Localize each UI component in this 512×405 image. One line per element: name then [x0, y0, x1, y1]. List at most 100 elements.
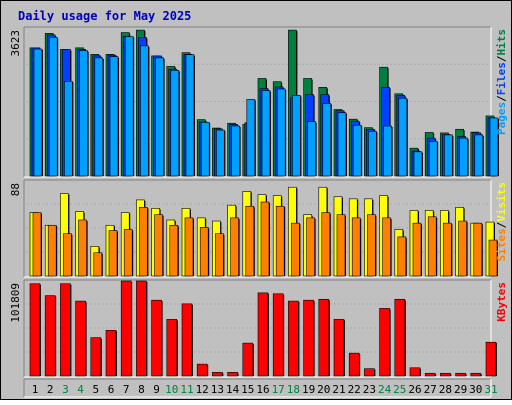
legend-separator: /	[495, 55, 508, 62]
bar-kbytes-day-9	[151, 299, 162, 377]
x-tick-label-day-29: 29	[454, 383, 467, 396]
x-tick-label-day-5: 5	[92, 383, 99, 396]
bar-kbytes-day-29	[455, 372, 466, 377]
bar-pages-day-8	[140, 45, 149, 177]
y-max-label-panel-2: 88	[9, 183, 22, 196]
legend-separator: /	[495, 95, 508, 102]
x-tick-label-day-11: 11	[180, 383, 193, 396]
bar-sites-day-6	[108, 230, 118, 277]
x-tick-label-day-1: 1	[32, 383, 39, 396]
x-tick-label-day-2: 2	[47, 383, 54, 396]
bar-kbytes-day-30	[470, 372, 482, 377]
bar-pages-day-20	[322, 103, 332, 177]
bar-pages-day-23	[368, 130, 377, 177]
bar-sites-day-15	[245, 205, 255, 277]
bar-sites-day-28	[443, 222, 452, 277]
bar-sites-day-5	[93, 252, 103, 277]
bar-sites-day-31	[488, 239, 498, 277]
axis-labels: 362388101809Pages/Files/HitsSites/Visits…	[9, 29, 508, 396]
y-max-label-panel-1: 3623	[9, 30, 22, 57]
bar-pages-day-6	[109, 56, 119, 177]
bar-kbytes-day-10	[166, 319, 178, 377]
x-tick-label-day-18: 18	[287, 383, 300, 396]
bar-pages-day-1	[33, 48, 43, 177]
legend-panel-1: Pages/Files/Hits	[495, 29, 508, 135]
x-tick-label-day-6: 6	[108, 383, 115, 396]
bar-pages-day-15	[246, 99, 256, 177]
bar-kbytes-day-7	[120, 280, 132, 377]
bar-kbytes-day-25	[394, 298, 406, 377]
bar-pages-day-19	[307, 121, 316, 177]
bar-sites-day-21	[336, 214, 346, 277]
bar-pages-day-24	[383, 125, 392, 177]
bar-kbytes-day-19	[303, 299, 314, 377]
x-tick-label-day-19: 19	[302, 383, 315, 396]
legend-entry-hits: Hits	[495, 29, 508, 56]
legend-entry-pages: Pages	[495, 102, 508, 135]
x-tick-label-day-4: 4	[77, 383, 84, 396]
bar-sites-day-7	[123, 229, 133, 277]
y-max-label-panel-3: 101809	[9, 283, 22, 323]
x-tick-label-day-7: 7	[123, 383, 130, 396]
bar-kbytes-day-28	[440, 372, 451, 377]
x-tick-label-day-16: 16	[256, 383, 269, 396]
x-tick-label-day-10: 10	[165, 383, 178, 396]
bar-pages-day-4	[79, 50, 88, 177]
bar-kbytes-day-23	[364, 368, 375, 377]
bar-pages-day-27	[428, 141, 438, 177]
bar-sites-day-11	[184, 217, 194, 277]
x-tick-label-day-30: 30	[469, 383, 482, 396]
bar-sites-day-18	[291, 222, 300, 277]
x-tick-label-day-12: 12	[196, 383, 209, 396]
bar-sites-day-24	[382, 217, 391, 277]
x-tick-label-day-23: 23	[363, 383, 376, 396]
bar-kbytes-day-8	[136, 280, 147, 377]
bar-sites-day-30	[473, 222, 483, 277]
bar-pages-day-9	[155, 57, 164, 177]
bar-sites-day-16	[260, 201, 270, 277]
bar-pages-day-17	[276, 88, 286, 177]
legend-entry-kbytes: KBytes	[495, 282, 508, 322]
bar-kbytes-day-27	[424, 372, 436, 377]
bar-sites-day-29	[458, 220, 467, 277]
bar-pages-day-25	[398, 97, 408, 177]
bar-sites-day-8	[139, 207, 148, 277]
bar-sites-day-12	[199, 227, 209, 277]
x-tick-label-day-28: 28	[439, 383, 452, 396]
bar-kbytes-day-22	[348, 352, 360, 377]
bar-kbytes-day-15	[242, 342, 254, 377]
bar-pages-day-31	[489, 117, 499, 177]
bar-sites-day-26	[412, 222, 422, 277]
x-tick-label-day-22: 22	[348, 383, 361, 396]
bar-sites-day-9	[154, 214, 163, 277]
legend-entry-sites: Sites	[495, 228, 508, 261]
bar-pages-day-12	[200, 122, 210, 177]
bar-kbytes-day-20	[318, 298, 330, 377]
bar-sites-day-2	[47, 224, 57, 277]
bar-kbytes-day-3	[60, 283, 71, 377]
bar-kbytes-day-2	[44, 295, 56, 377]
x-tick-label-day-31: 31	[484, 383, 497, 396]
x-tick-label-day-21: 21	[332, 383, 345, 396]
bar-kbytes-day-16	[257, 292, 269, 377]
bar-sites-day-17	[275, 205, 285, 277]
bar-pages-day-21	[337, 112, 347, 177]
bar-pages-day-10	[170, 70, 180, 177]
bar-pages-day-2	[48, 37, 58, 177]
bar-kbytes-day-18	[288, 300, 299, 377]
bar-pages-day-7	[124, 36, 134, 177]
bar-sites-day-14	[230, 217, 239, 277]
x-tick-label-day-27: 27	[424, 383, 437, 396]
bar-kbytes-day-6	[105, 330, 117, 377]
x-tick-label-day-24: 24	[378, 383, 392, 396]
bar-pages-day-30	[474, 134, 484, 177]
bar-kbytes-day-1	[29, 283, 41, 377]
bar-sites-day-22	[351, 217, 361, 277]
legend-panel-2: Sites/Visits	[495, 182, 508, 262]
bar-pages-day-16	[261, 90, 271, 177]
bar-sites-day-27	[427, 216, 437, 277]
x-axis-frame	[23, 378, 492, 398]
chart-marks	[29, 29, 499, 377]
bar-pages-day-18	[292, 95, 301, 177]
x-tick-label-day-3: 3	[62, 383, 69, 396]
